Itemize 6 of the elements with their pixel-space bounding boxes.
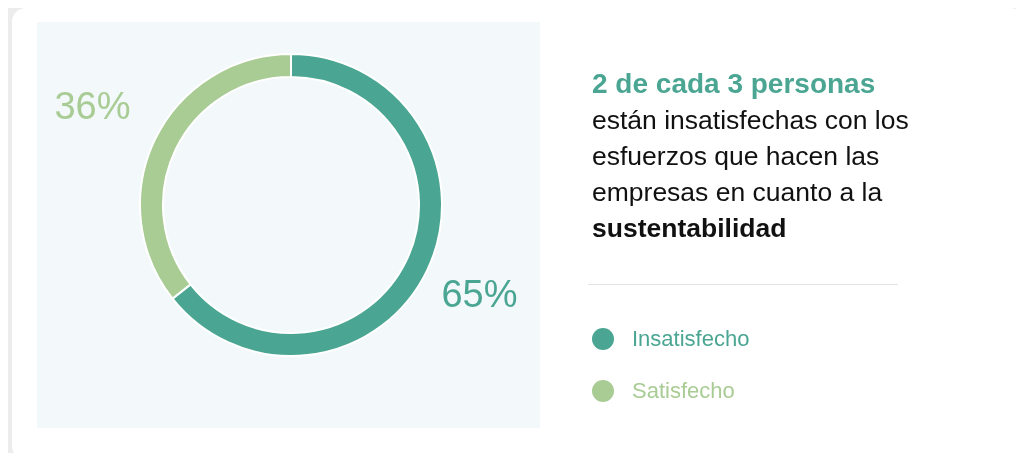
text: están insatisfechas con los esfuerzos que hacen las empresas en cuanto a la sustentabilidad xyxy=(592,105,909,243)
legend-label: Satisfecho xyxy=(632,378,735,404)
data-label: 36% xyxy=(54,85,131,128)
legend-label: Insatisfecho xyxy=(632,326,750,352)
text: 2 de cada 3 personas xyxy=(592,67,877,101)
data-label: 65% xyxy=(441,272,518,315)
